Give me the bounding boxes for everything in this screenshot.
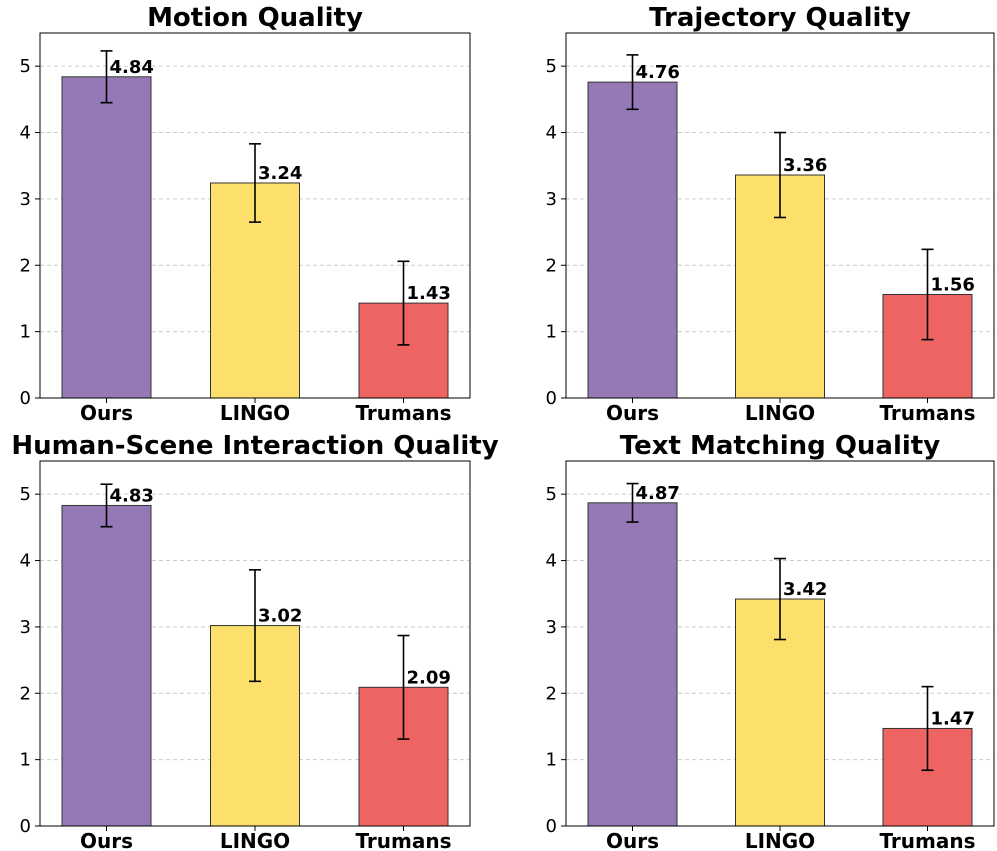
- error-bar-trumans: [397, 634, 410, 740]
- x-tick-label: LINGO: [220, 401, 290, 425]
- y-tick-label: 4: [20, 123, 31, 144]
- error-bar-trumans: [397, 260, 410, 346]
- data-label: 1.47: [931, 708, 975, 729]
- data-label: 4.76: [636, 62, 680, 83]
- x-tick-label: LINGO: [220, 829, 290, 851]
- data-label: 3.02: [258, 606, 302, 627]
- bar-ours: [587, 502, 678, 827]
- error-bar-lingo: [249, 569, 261, 683]
- y-tick-label: 1: [546, 750, 557, 771]
- x-tick-label: LINGO: [745, 829, 815, 851]
- y-tick-label: 2: [546, 255, 557, 276]
- x-tick-label: Ours: [80, 829, 133, 851]
- y-tick-label: 1: [20, 322, 31, 343]
- y-tick-label: 0: [546, 816, 557, 837]
- x-tick-label: Ours: [606, 829, 659, 851]
- x-tick-label: Trumans: [355, 829, 451, 851]
- data-label: 4.84: [110, 57, 154, 78]
- bar-ours: [587, 81, 678, 399]
- y-tick-label: 0: [20, 816, 31, 837]
- error-bar-lingo: [774, 131, 786, 219]
- chart-title: Text Matching Quality: [620, 431, 940, 461]
- y-tick-label: 1: [20, 750, 31, 771]
- data-label: 1.56: [931, 274, 975, 295]
- data-label: 3.42: [783, 579, 827, 600]
- y-tick-label: 1: [546, 322, 557, 343]
- chart-title: Human-Scene Interaction Quality: [11, 431, 498, 461]
- y-tick-label: 4: [546, 123, 557, 144]
- y-tick-label: 5: [546, 484, 557, 505]
- error-bar-ours: [626, 54, 639, 111]
- y-tick-label: 3: [20, 617, 31, 638]
- bar-ours: [61, 504, 152, 827]
- y-tick-label: 4: [546, 551, 557, 572]
- x-tick-label: Ours: [80, 401, 133, 425]
- data-label: 2.09: [407, 667, 451, 688]
- data-label: 4.87: [636, 483, 680, 504]
- y-tick-label: 2: [20, 255, 31, 276]
- x-tick-label: Trumans: [879, 829, 975, 851]
- chart-panel-3: 4.83 3.02 2.09 0 1 2 3 4 5 Ours LINGO Trumans Human-…: [11, 431, 498, 851]
- y-tick-label: 5: [20, 56, 31, 77]
- chart-panel-2: 4.76 3.36 1.56 0 1 2 3 4 5 Ours LINGO Trumans Trajec…: [546, 3, 995, 425]
- error-bar-lingo: [774, 557, 786, 641]
- bar-ours: [61, 76, 152, 399]
- error-bar-ours: [100, 483, 113, 528]
- chart-panel-4: 4.87 3.42 1.47 0 1 2 3 4 5 Ours LINGO Trumans Text M…: [546, 431, 995, 851]
- chart-panel-1: 4.84 3.24 1.43 0 1 2 3 4 5 Ours LINGO Trumans Motion…: [20, 3, 471, 425]
- chart-title: Trajectory Quality: [649, 3, 911, 33]
- error-bar-trumans: [921, 248, 934, 341]
- data-label: 1.43: [407, 283, 451, 304]
- y-tick-label: 4: [20, 551, 31, 572]
- error-bar-lingo: [249, 143, 261, 223]
- y-tick-label: 3: [546, 617, 557, 638]
- y-tick-label: 0: [20, 388, 31, 409]
- y-tick-label: 0: [546, 388, 557, 409]
- x-tick-label: Ours: [606, 401, 659, 425]
- error-bar-ours: [626, 482, 639, 523]
- y-tick-label: 5: [546, 56, 557, 77]
- error-bar-ours: [100, 50, 113, 104]
- y-tick-label: 3: [20, 189, 31, 210]
- y-tick-label: 3: [546, 189, 557, 210]
- x-tick-label: Trumans: [355, 401, 451, 425]
- data-label: 3.36: [783, 155, 827, 176]
- chart-title: Motion Quality: [147, 3, 363, 33]
- x-tick-label: LINGO: [745, 401, 815, 425]
- data-label: 3.24: [258, 163, 302, 184]
- data-label: 4.83: [110, 485, 154, 506]
- y-tick-label: 5: [20, 484, 31, 505]
- error-bar-trumans: [921, 685, 934, 772]
- y-tick-label: 2: [20, 683, 31, 704]
- y-tick-label: 2: [546, 683, 557, 704]
- x-tick-label: Trumans: [879, 401, 975, 425]
